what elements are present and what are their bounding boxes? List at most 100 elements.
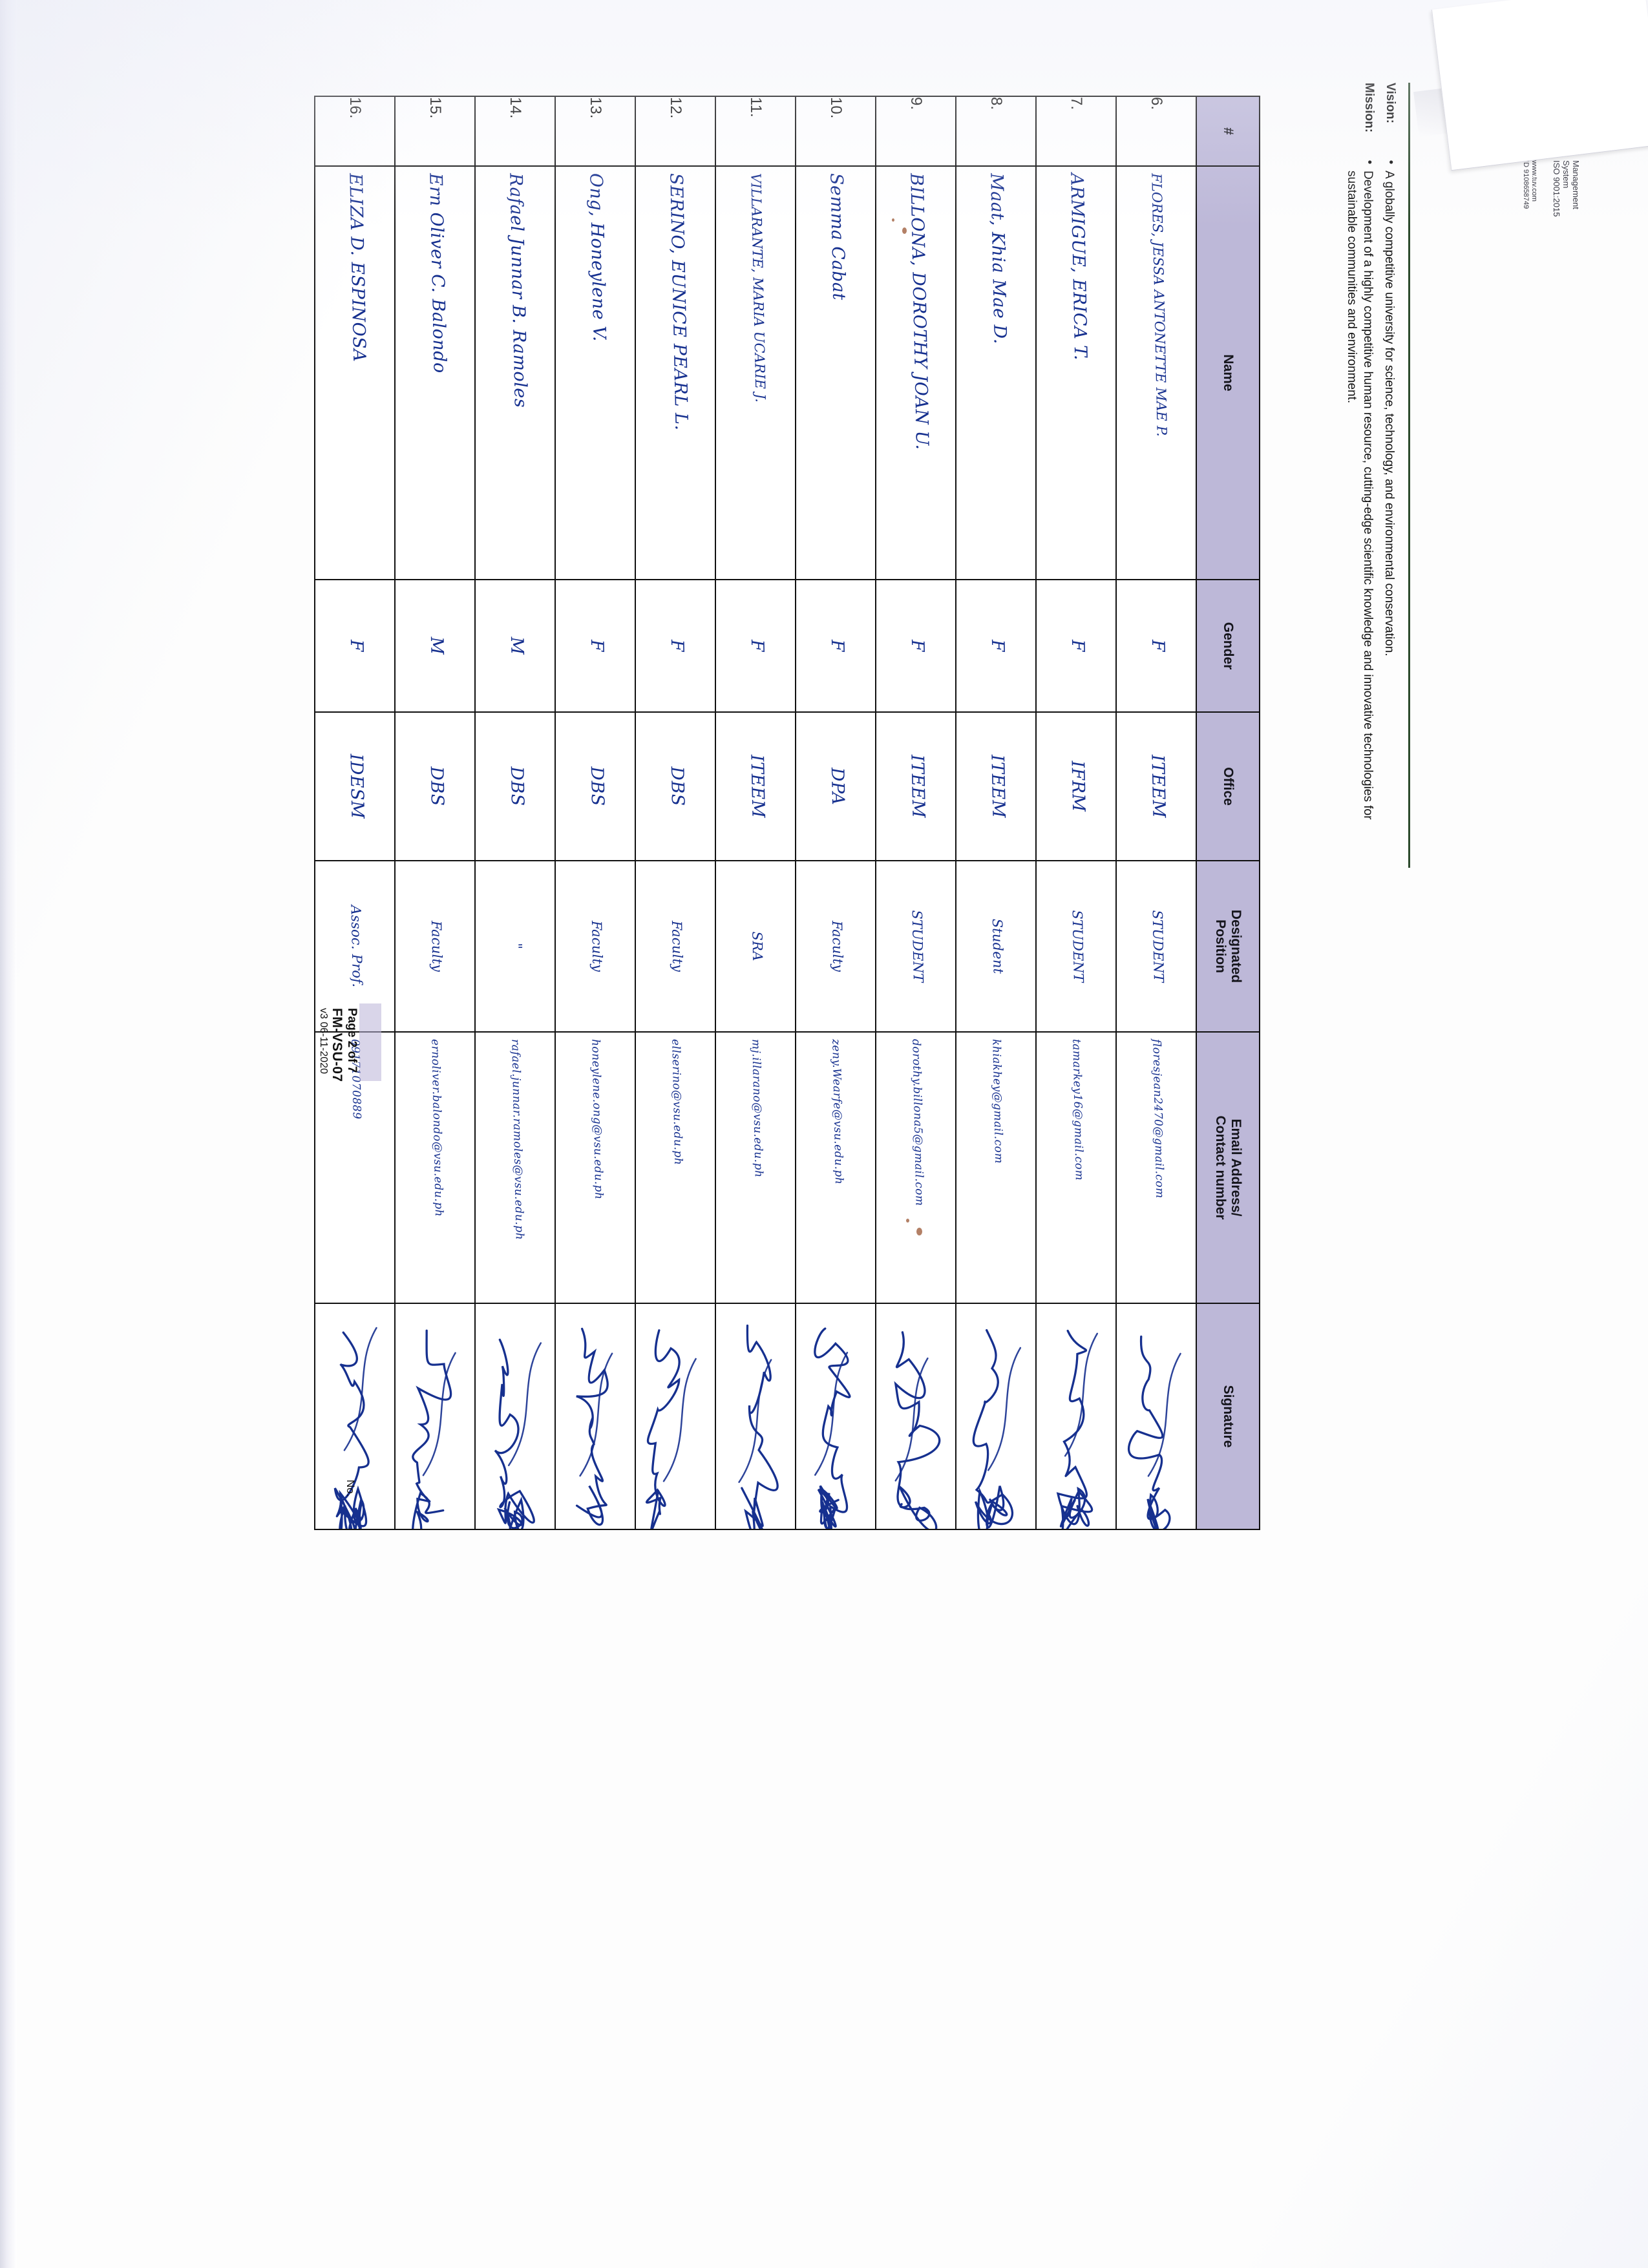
row-name: Rafael Junnar B. Ramoles — [475, 166, 555, 580]
footer-version: v3 06-11-2020 — [318, 1008, 329, 1074]
row-name: BILLONA, DOROTHY JOAN U. — [876, 166, 956, 580]
row-gender: M — [475, 580, 555, 712]
row-email: khiakhey@gmail.com — [956, 1032, 1036, 1303]
row-office-value: DBS — [426, 766, 448, 807]
row-gender-value: F — [346, 639, 367, 653]
row-signature — [1116, 1303, 1196, 1529]
row-number: 6. — [1116, 96, 1196, 166]
row-gender: F — [315, 580, 395, 712]
mission-text: Development of a highly competitive huma… — [1345, 171, 1375, 820]
row-gender: F — [876, 580, 956, 712]
row-office-value: ITEEM — [1147, 754, 1169, 819]
row-gender-value: F — [1147, 639, 1168, 653]
table-row: 12. SERINO, EUNICE PEARL L. F DBS Faculty ell… — [635, 96, 715, 1529]
row-number: 13. — [555, 96, 635, 166]
row-email-value: rafael.junnar.ramoles@vsu.edu.ph — [509, 1038, 527, 1241]
row-signature — [635, 1303, 715, 1529]
row-gender-value: F — [827, 639, 848, 653]
column-header-office: Office — [1196, 712, 1260, 861]
mission-label: Mission: — [1362, 83, 1376, 133]
row-signature — [715, 1303, 796, 1529]
row-office: ITEEM — [715, 712, 796, 861]
row-email-value: ernoliver.balondo@vsu.edu.ph — [428, 1038, 446, 1217]
table-row: 8. Maat, Khia Mae D. F ITEEM Student khiakhey… — [956, 96, 1036, 1529]
table-row: 7. ARMIGUE, ERICA T. F IFRM STUDENT tamarkey1… — [1036, 96, 1116, 1529]
row-number: 12. — [635, 96, 715, 166]
row-name: ARMIGUE, ERICA T. — [1036, 166, 1116, 580]
certification-caption-line3: ISO 9001:2015 — [1552, 160, 1561, 217]
row-email: honeylene.ong@vsu.edu.ph — [555, 1032, 635, 1303]
row-signature — [395, 1303, 475, 1529]
row-position: Student — [956, 861, 1036, 1032]
footer-block: Page 2 of 7 FM-VSU-07 v3 06-11-2020 — [317, 1008, 359, 1409]
row-name: ELIZA D. ESPINOSA — [315, 166, 395, 580]
row-name: Ern Oliver C. Balondo — [395, 166, 475, 580]
row-office: DPA — [796, 712, 876, 861]
row-office-value: DBS — [506, 766, 528, 807]
certification-website: www.tuv.com — [1530, 160, 1538, 202]
row-gender: F — [956, 580, 1036, 712]
row-name: SERINO, EUNICE PEARL L. — [635, 166, 715, 580]
certification-id: ID 9108658749 — [1522, 160, 1530, 209]
row-gender-value: F — [907, 639, 928, 653]
column-header-email-line2: Contact number — [1213, 1115, 1228, 1220]
footer-number-label: No. — [344, 1480, 357, 1497]
row-position-value: Faculty — [668, 920, 686, 972]
row-name: FLORES, JESSA ANTONETTE MAE P. — [1116, 166, 1196, 580]
row-email: rafael.junnar.ramoles@vsu.edu.ph — [475, 1032, 555, 1303]
row-office: IFRM — [1036, 712, 1116, 861]
column-header-email: Email Address/ Contact number — [1196, 1032, 1260, 1303]
row-office: ITEEM — [876, 712, 956, 861]
row-gender: M — [395, 580, 475, 712]
row-position: Faculty — [395, 861, 475, 1032]
attendance-table-body: 6. FLORES, JESSA ANTONETTE MAE P. F ITEEM ST… — [315, 96, 1196, 1529]
row-name-value: ELIZA D. ESPINOSA — [345, 173, 370, 362]
row-position: Faculty — [796, 861, 876, 1032]
footer-highlight-mark — [359, 1003, 381, 1081]
certification-caption-line1: Management — [1571, 160, 1581, 209]
row-email-value: dorothy.billona5@gmail.com — [909, 1038, 927, 1206]
row-name-value: ARMIGUE, ERICA T. — [1066, 173, 1091, 361]
row-office: ITEEM — [956, 712, 1036, 861]
row-signature — [876, 1303, 956, 1529]
mission-bullet-icon: • — [1362, 160, 1376, 165]
row-office-value: DBS — [666, 766, 688, 807]
row-office: ITEEM — [1116, 712, 1196, 861]
row-number: 15. — [395, 96, 475, 166]
certification-caption-line2: System — [1561, 160, 1571, 189]
row-gender: F — [715, 580, 796, 712]
row-name: Ong, Honeylene V. — [555, 166, 635, 580]
row-position-value: STUDENT — [1149, 910, 1167, 983]
footer-form-code: FM-VSU-07 — [330, 1008, 344, 1082]
row-name-value: Rafael Junnar B. Ramoles — [505, 173, 531, 408]
row-position-value: Faculty — [428, 920, 445, 972]
column-header-email-line1: Email Address/ — [1229, 1118, 1243, 1217]
row-gender: F — [555, 580, 635, 712]
row-email-value: floresjean2470@gmail.com — [1150, 1038, 1167, 1199]
row-position: STUDENT — [1036, 861, 1116, 1032]
row-office-value: ITEEM — [987, 754, 1009, 819]
row-office: DBS — [555, 712, 635, 861]
row-gender: F — [796, 580, 876, 712]
row-position: " — [475, 861, 555, 1032]
row-position: STUDENT — [876, 861, 956, 1032]
row-number: 8. — [956, 96, 1036, 166]
row-signature — [475, 1303, 555, 1529]
row-gender: F — [1036, 580, 1116, 712]
row-number: 7. — [1036, 96, 1116, 166]
row-name-value: SERINO, EUNICE PEARL L. — [666, 173, 692, 431]
vision-text: A globally competitive university for sc… — [1382, 171, 1396, 656]
row-gender: F — [1116, 580, 1196, 712]
row-gender-value: F — [1067, 639, 1088, 653]
row-office: DBS — [475, 712, 555, 861]
row-number: 9. — [876, 96, 956, 166]
table-header-row: # Name Gender Office Designated Position… — [1196, 96, 1260, 1529]
row-name-value: Semma Cabat — [826, 173, 849, 301]
row-gender: F — [635, 580, 715, 712]
row-email-value: zeny.Wearfe@vsu.edu.ph — [829, 1038, 846, 1185]
attendance-table: # Name Gender Office Designated Position… — [314, 96, 1260, 1530]
row-position-value: " — [509, 943, 525, 950]
row-position: Faculty — [635, 861, 715, 1032]
